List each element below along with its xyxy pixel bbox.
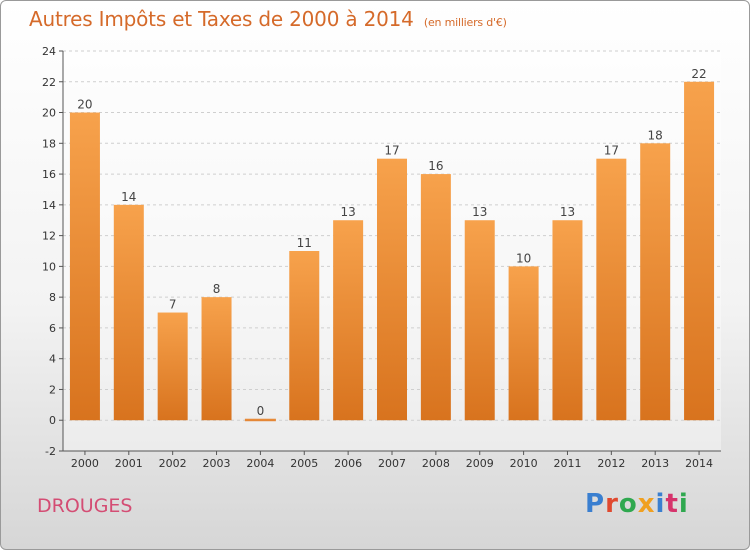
bar-value-label: 22	[691, 67, 706, 81]
x-tick-label: 2014	[685, 457, 713, 470]
y-tick-label: 4	[49, 353, 56, 366]
x-tick-label: 2006	[334, 457, 362, 470]
bar-value-label: 0	[257, 404, 265, 418]
bar	[421, 174, 451, 420]
bar-value-label: 13	[560, 205, 575, 219]
y-tick-label: 10	[42, 260, 56, 273]
bar-value-label: 13	[472, 205, 487, 219]
bar-value-label: 16	[428, 159, 443, 173]
x-tick-label: 2007	[378, 457, 406, 470]
y-tick-label: 2	[49, 383, 56, 396]
bar	[158, 313, 188, 421]
bar	[465, 220, 495, 420]
y-tick-label: 14	[42, 199, 56, 212]
bar	[509, 266, 539, 420]
x-tick-label: 2003	[203, 457, 231, 470]
x-tick-label: 2008	[422, 457, 450, 470]
proxiti-logo: Proxiti	[585, 489, 689, 519]
bar-value-label: 17	[604, 144, 619, 158]
x-tick-label: 2009	[466, 457, 494, 470]
y-tick-label: 8	[49, 291, 56, 304]
y-tick-label: 12	[42, 230, 56, 243]
bar-value-label: 13	[340, 205, 355, 219]
bar-value-label: 14	[121, 190, 136, 204]
bar	[552, 220, 582, 420]
bar	[596, 159, 626, 421]
bar	[70, 113, 100, 421]
x-tick-label: 2010	[510, 457, 538, 470]
bar-value-label: 7	[169, 298, 177, 312]
x-tick-label: 2004	[246, 457, 274, 470]
bar	[640, 143, 670, 420]
y-tick-label: 6	[49, 322, 56, 335]
x-tick-label: 2001	[115, 457, 143, 470]
bar	[333, 220, 363, 420]
bar	[377, 159, 407, 421]
bar	[202, 297, 232, 420]
y-tick-label: 24	[42, 45, 56, 58]
place-name: DROUGES	[37, 495, 132, 517]
bar	[245, 419, 275, 421]
y-tick-label: 22	[42, 76, 56, 89]
bar-value-label: 11	[297, 236, 312, 250]
bar-value-label: 10	[516, 251, 531, 265]
x-tick-label: 2000	[71, 457, 99, 470]
x-tick-label: 2013	[641, 457, 669, 470]
bar-value-label: 20	[77, 98, 92, 112]
y-tick-label: 20	[42, 107, 56, 120]
bar	[114, 205, 144, 420]
x-tick-label: 2002	[159, 457, 187, 470]
bar	[684, 82, 714, 420]
x-tick-label: 2005	[290, 457, 318, 470]
y-tick-label: 16	[42, 168, 56, 181]
x-tick-label: 2011	[553, 457, 581, 470]
bar	[289, 251, 319, 420]
y-tick-label: 0	[49, 414, 56, 427]
y-tick-label: -2	[45, 445, 56, 458]
bar-value-label: 18	[648, 128, 663, 142]
bar-value-label: 8	[213, 282, 221, 296]
bar-value-label: 17	[384, 144, 399, 158]
y-tick-label: 18	[42, 137, 56, 150]
x-tick-label: 2012	[597, 457, 625, 470]
